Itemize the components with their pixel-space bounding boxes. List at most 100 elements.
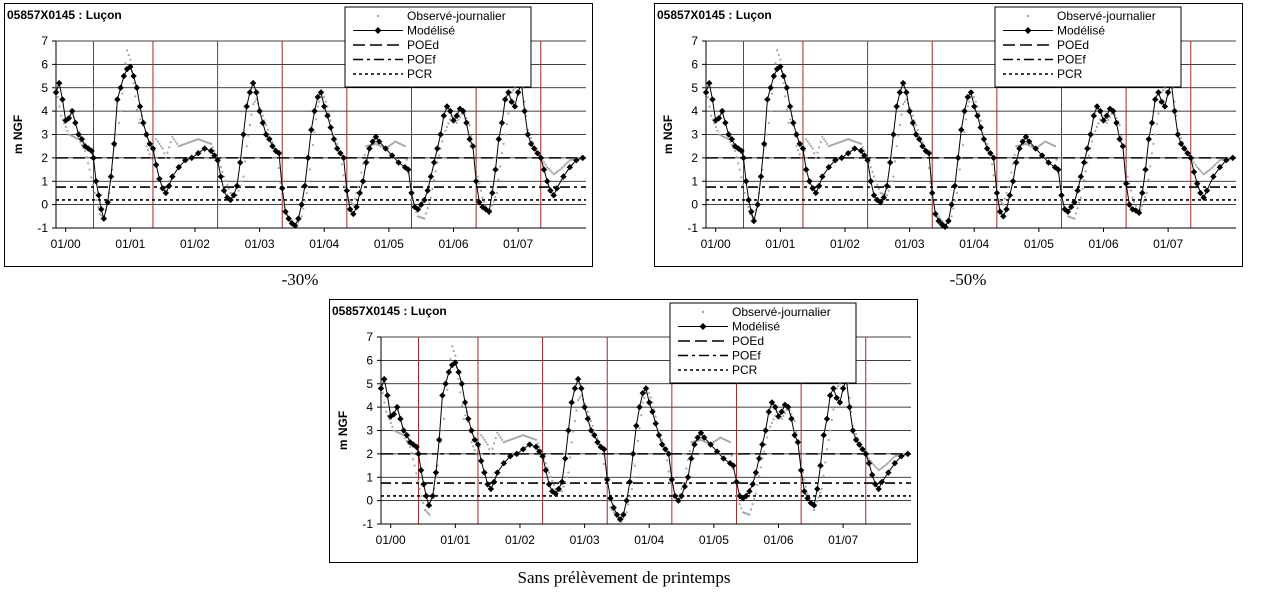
observed-point [268, 133, 271, 136]
y-tick-label: 6 [366, 353, 373, 367]
modeled-point [440, 112, 448, 119]
observed-point [449, 358, 452, 361]
modeled-point [406, 438, 414, 446]
modeled-point [534, 150, 541, 157]
modeled-point [443, 103, 451, 110]
y-tick-label: 1 [41, 174, 48, 188]
observed-point [625, 511, 628, 514]
legend-label: PCR [732, 363, 758, 377]
observed-point [1128, 182, 1131, 185]
observed-point [1217, 160, 1220, 163]
legend-label: POEf [732, 349, 761, 363]
observed-point [940, 219, 944, 223]
modeled-point [56, 79, 63, 87]
modeled-point [987, 150, 994, 157]
observed-point [887, 461, 890, 464]
legend-label: Observé-journalier [732, 305, 831, 319]
y-tick-label: 0 [691, 198, 698, 212]
observed-point [445, 125, 449, 129]
observed-point [643, 396, 646, 399]
legend-label: Observé-journalier [407, 9, 506, 23]
observed-point [606, 492, 609, 495]
modeled-point [266, 135, 273, 143]
modeled-point [214, 157, 221, 164]
observed-point [460, 112, 463, 116]
modeled-point [240, 131, 247, 138]
observed-point [433, 178, 436, 182]
observed-point [817, 496, 820, 499]
modeled-point [434, 145, 441, 152]
observed-point [332, 133, 336, 136]
observed-point [64, 125, 67, 129]
modeled-point [295, 215, 302, 222]
modeled-point [1013, 159, 1020, 166]
modeled-point [317, 89, 325, 96]
observed-point [127, 53, 130, 57]
y-tick-label: 1 [691, 174, 698, 188]
observed-point [137, 121, 140, 124]
observed-point [830, 418, 833, 422]
modeled-point [447, 107, 454, 115]
observed-point [596, 436, 599, 440]
observed-point [250, 113, 253, 116]
observed-point [497, 434, 501, 437]
modeled-point [514, 89, 522, 96]
y-axis-label: m NGF [11, 115, 25, 154]
observed-point [1105, 121, 1108, 124]
observed-point [446, 388, 449, 391]
modeled-point [1087, 131, 1094, 138]
observed-point [789, 118, 792, 121]
observed-point [686, 458, 690, 461]
observed-point [898, 124, 902, 127]
modeled-point [1164, 89, 1172, 96]
observed-point [1125, 168, 1128, 171]
modeled-point [330, 135, 338, 143]
observed-point [1162, 88, 1165, 92]
observed-point [1003, 197, 1007, 200]
observed-point [762, 450, 766, 453]
observed-point [790, 413, 793, 416]
observed-point [795, 145, 798, 148]
chart-title: 05857X0145 : Luçon [657, 8, 772, 22]
modeled-point [872, 481, 879, 488]
observed-point [1179, 136, 1183, 140]
observed-point [1078, 201, 1081, 204]
observed-point [715, 438, 719, 441]
y-tick-label: -1 [687, 221, 698, 235]
modeled-point [862, 450, 869, 458]
modeled-point [849, 427, 857, 434]
observed-point [747, 205, 750, 209]
modeled-point [883, 182, 891, 190]
observed-point [455, 121, 458, 124]
modeled-point [745, 196, 752, 204]
legend-label: Modélisé [1057, 24, 1105, 38]
observed-point [963, 131, 966, 134]
observed-point [602, 462, 605, 466]
modeled-point [484, 481, 491, 488]
observed-point [486, 443, 489, 446]
modeled-point [600, 446, 608, 453]
observed-point [552, 173, 555, 176]
observed-point [773, 414, 777, 417]
modeled-point [114, 96, 121, 103]
observed-point [58, 105, 61, 108]
modeled-point [430, 159, 438, 166]
observed-point [148, 153, 151, 156]
modeled-point [904, 450, 911, 458]
modeled-point [788, 415, 795, 423]
observed-point [808, 142, 811, 145]
observed-point [685, 467, 688, 470]
observed-point [814, 156, 817, 159]
modeled-point [740, 154, 747, 162]
modeled-point [951, 182, 959, 190]
modeled-point [733, 478, 740, 486]
modeled-point [1177, 140, 1185, 148]
x-tick-label: 01/07 [828, 533, 858, 547]
modeled-point [269, 142, 276, 150]
observed-point [499, 436, 502, 439]
modeled-point [794, 438, 802, 446]
observed-point [884, 464, 887, 467]
observed-point [811, 147, 814, 150]
observed-point [1040, 142, 1044, 145]
observed-point [315, 118, 318, 121]
